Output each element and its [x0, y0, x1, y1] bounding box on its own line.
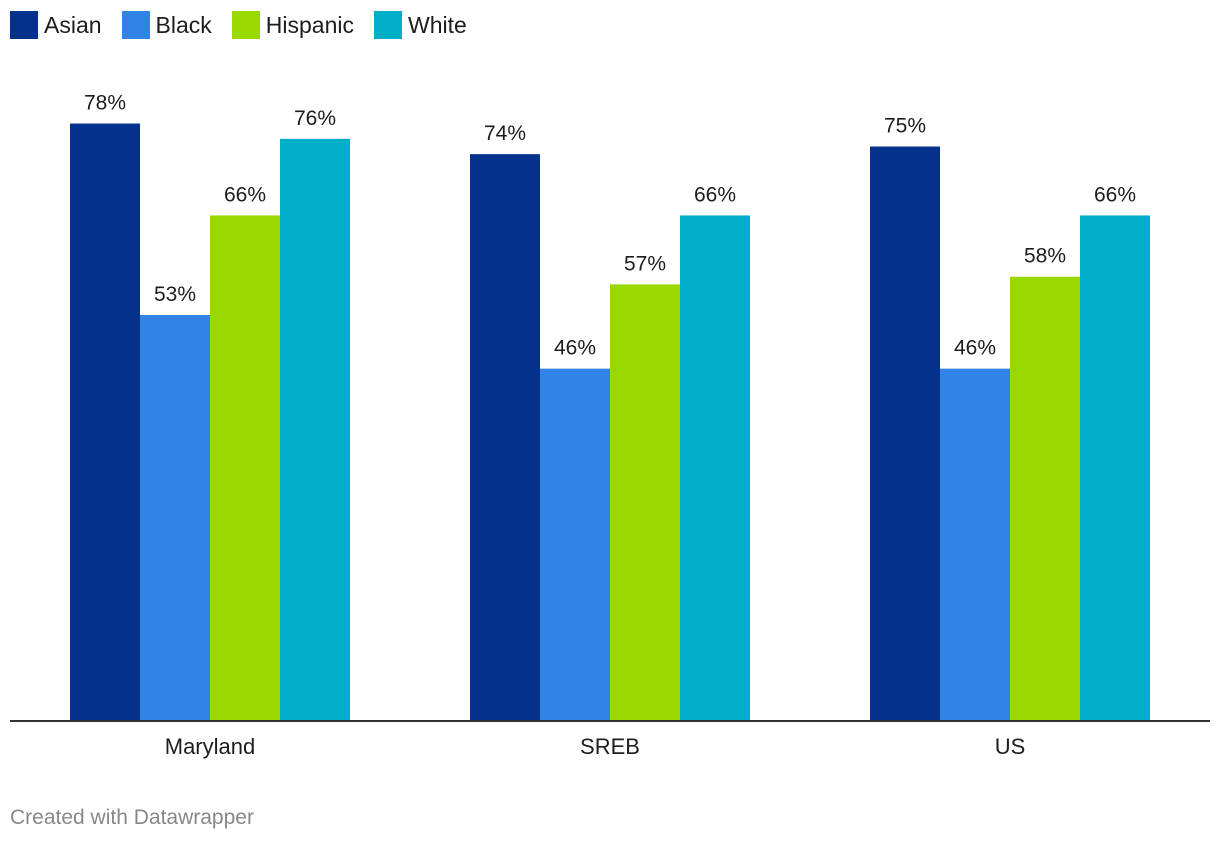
bar-sreb-black[interactable] [540, 368, 610, 721]
legend-item-asian[interactable]: Asian [10, 11, 102, 39]
data-label-us-black: 46% [954, 337, 996, 360]
data-label-us-asian: 75% [884, 115, 926, 138]
x-tick-label-maryland: Maryland [165, 734, 255, 759]
data-label-sreb-asian: 74% [484, 122, 526, 145]
data-label-maryland-hispanic: 66% [224, 183, 266, 206]
data-label-maryland-black: 53% [154, 283, 196, 306]
legend-label-hispanic: Hispanic [265, 12, 355, 38]
legend-label-asian: Asian [44, 12, 102, 38]
bar-maryland-white[interactable] [280, 138, 350, 722]
bar-us-white[interactable] [1080, 215, 1150, 721]
legend-swatch-hispanic [231, 11, 260, 39]
bar-sreb-white[interactable] [680, 215, 750, 721]
x-tick-label-sreb: SREB [580, 734, 640, 759]
bar-group-maryland: 78% 53% 66% 76% Maryland [70, 92, 350, 759]
bar-us-black[interactable] [940, 368, 1010, 721]
legend-swatch-black [121, 11, 150, 39]
data-label-sreb-white: 66% [694, 183, 736, 206]
data-label-us-hispanic: 58% [1024, 245, 1066, 268]
bar-us-asian[interactable] [870, 146, 940, 722]
bar-group-sreb: 74% 46% 57% 66% SREB [470, 122, 750, 759]
legend-label-black: Black [155, 12, 212, 38]
bar-chart: 78% 53% 66% 76% Maryland 74% 46% 57% 66% SREB 75% 4… [10, 92, 1210, 759]
chart-legend: Asian Black Hispanic White [10, 11, 487, 39]
bar-group-us: 75% 46% 58% 66% US [870, 115, 1150, 759]
bar-maryland-black[interactable] [140, 315, 210, 721]
data-label-sreb-black: 46% [554, 337, 596, 360]
legend-item-hispanic[interactable]: Hispanic [231, 11, 355, 39]
bar-sreb-hispanic[interactable] [610, 284, 680, 721]
legend-label-white: White [408, 12, 467, 38]
data-label-maryland-asian: 78% [84, 92, 126, 115]
x-tick-label-us: US [995, 734, 1026, 759]
datawrapper-credit[interactable]: Created with Datawrapper [10, 806, 254, 829]
bar-sreb-asian[interactable] [470, 154, 540, 721]
data-label-maryland-white: 76% [294, 107, 336, 130]
legend-item-white[interactable]: White [374, 11, 467, 39]
bar-us-hispanic[interactable] [1010, 276, 1080, 721]
legend-swatch-white [374, 11, 403, 39]
data-label-us-white: 66% [1094, 183, 1136, 206]
legend-swatch-asian [10, 11, 38, 39]
bar-maryland-hispanic[interactable] [210, 215, 280, 721]
bar-maryland-asian[interactable] [70, 123, 140, 721]
legend-item-black[interactable]: Black [121, 11, 212, 39]
data-label-sreb-hispanic: 57% [624, 252, 666, 275]
